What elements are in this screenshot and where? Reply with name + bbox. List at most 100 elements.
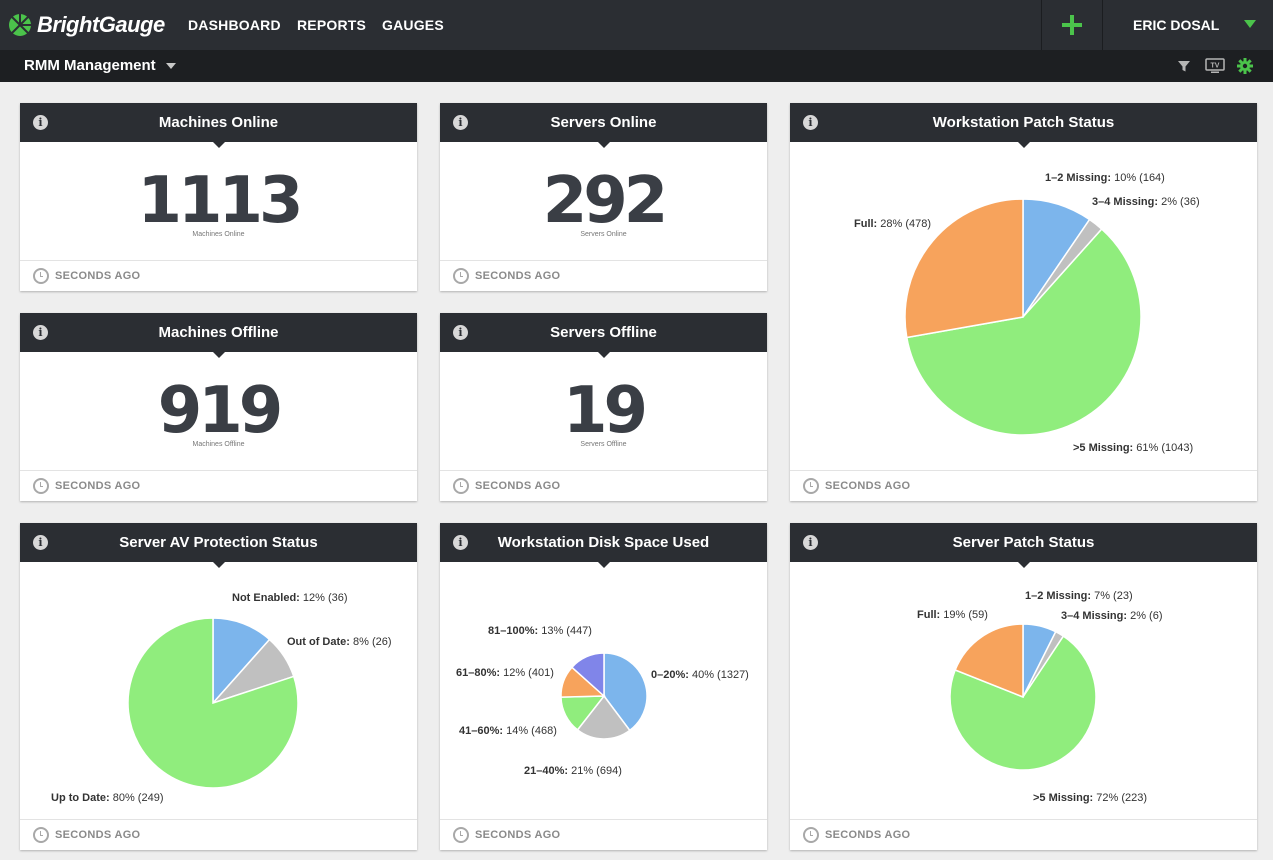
dashboard-selector[interactable]: RMM Management <box>24 57 156 74</box>
pie-label: Full: 28% (478) <box>854 218 931 230</box>
updated-time: SECONDS AGO <box>825 480 911 492</box>
panel-title: Workstation Patch Status <box>932 114 1115 131</box>
info-icon[interactable]: i <box>33 115 48 130</box>
info-icon[interactable]: i <box>803 115 818 130</box>
metric-label: Servers Offline <box>580 441 627 448</box>
pie-slice-full[interactable] <box>954 623 1024 699</box>
pie-slice-full[interactable] <box>904 198 1024 339</box>
pie-label: 3–4 Missing: 2% (36) <box>1092 196 1200 208</box>
panel-header: Workstation Disk Space Used i <box>440 523 767 568</box>
pie-label: Not Enabled: 12% (36) <box>232 592 348 604</box>
pie-label: 81–100%: 13% (447) <box>488 625 592 637</box>
info-icon[interactable]: i <box>33 325 48 340</box>
pie-label: 61–80%: 12% (401) <box>456 667 554 679</box>
pie-chart-disk-space: 0–20%: 40% (1327) 21–40%: 21% (694) 41–60%… <box>456 625 749 777</box>
clock-icon <box>453 268 469 284</box>
pie-slice-up-to-date[interactable] <box>127 617 299 789</box>
updated-time: SECONDS AGO <box>55 270 141 282</box>
pie-label: Out of Date: 8% (26) <box>287 636 392 648</box>
add-button[interactable] <box>1042 0 1102 50</box>
updated-time: SECONDS AGO <box>475 270 561 282</box>
panel-footer: SECONDS AGO <box>440 260 767 291</box>
pie-label: 41–60%: 14% (468) <box>459 725 557 737</box>
filter-icon[interactable] <box>1174 56 1194 76</box>
logo-icon <box>9 14 31 36</box>
panel-footer: SECONDS AGO <box>20 260 417 291</box>
gauge-server-av-protection: Server AV Protection Status i Not Enable… <box>20 523 417 850</box>
pie-label: 0–20%: 40% (1327) <box>651 669 749 681</box>
panel-title: Servers Offline <box>550 324 657 341</box>
panel-footer: SECONDS AGO <box>440 470 767 501</box>
panel-header: Machines Online i <box>20 103 417 148</box>
metric-label: Machines Online <box>192 231 245 238</box>
brightgauge-logo[interactable]: BrightGauge <box>8 10 165 40</box>
caret-down-icon[interactable] <box>166 63 176 69</box>
metric-value: 919 <box>157 374 284 448</box>
pie-chart-server-patch: 1–2 Missing: 7% (23) 3–4 Missing: 2% (6) >… <box>917 590 1163 804</box>
nav-dashboard[interactable]: DASHBOARD <box>188 17 281 33</box>
metric-label: Servers Online <box>580 231 627 238</box>
info-icon[interactable]: i <box>453 325 468 340</box>
panel-header: Servers Online i <box>440 103 767 148</box>
info-icon[interactable]: i <box>803 535 818 550</box>
panel-footer: SECONDS AGO <box>20 819 417 850</box>
pie-label: 21–40%: 21% (694) <box>524 765 622 777</box>
pie-slice--5-missing[interactable] <box>905 228 1142 436</box>
panel-title: Servers Online <box>550 114 657 131</box>
divider <box>1102 0 1103 50</box>
tv-icon[interactable]: TV <box>1205 56 1225 76</box>
gauge-server-patch-status: Server Patch Status i 1–2 Missing: 7% (2… <box>790 523 1257 850</box>
pie-slice-0-20-[interactable] <box>603 652 648 732</box>
top-bar: BrightGauge DASHBOARD REPORTS GAUGES ERI… <box>0 0 1273 50</box>
gauge-machines-online: Machines Online i 1113 Machines Online S… <box>20 103 417 291</box>
pie-label: >5 Missing: 72% (223) <box>1033 792 1147 804</box>
nav-gauges[interactable]: GAUGES <box>382 17 444 33</box>
updated-time: SECONDS AGO <box>475 829 561 841</box>
nav-reports[interactable]: REPORTS <box>297 17 367 33</box>
pie-slice-not-enabled[interactable] <box>212 617 271 705</box>
panel-footer: SECONDS AGO <box>790 470 1257 501</box>
clock-icon <box>803 478 819 494</box>
info-icon[interactable]: i <box>453 115 468 130</box>
updated-time: SECONDS AGO <box>475 480 561 492</box>
logo-text: BrightGauge <box>37 12 165 37</box>
panel-title: Machines Offline <box>158 324 279 341</box>
clock-icon <box>453 827 469 843</box>
divider <box>1041 0 1042 50</box>
updated-time: SECONDS AGO <box>55 829 141 841</box>
panel-header: Servers Offline i <box>440 313 767 358</box>
info-icon[interactable]: i <box>453 535 468 550</box>
panel-title: Server Patch Status <box>952 534 1095 551</box>
metric-value: 1113 <box>137 164 303 238</box>
clock-icon <box>453 478 469 494</box>
pie-label: 3–4 Missing: 2% (6) <box>1061 610 1163 622</box>
gear-icon[interactable] <box>1235 56 1255 76</box>
clock-icon <box>33 268 49 284</box>
panel-title: Machines Online <box>158 114 279 131</box>
panel-footer: SECONDS AGO <box>440 819 767 850</box>
info-icon[interactable]: i <box>33 535 48 550</box>
pie-label: Full: 19% (59) <box>917 609 988 621</box>
pie-label: 1–2 Missing: 7% (23) <box>1025 590 1133 602</box>
chevron-down-icon[interactable] <box>1244 20 1256 28</box>
panel-header: Workstation Patch Status i <box>790 103 1257 148</box>
clock-icon <box>33 827 49 843</box>
plus-icon <box>1062 15 1082 35</box>
updated-time: SECONDS AGO <box>825 829 911 841</box>
pie-chart-workstation-patch: 1–2 Missing: 10% (164) 3–4 Missing: 2% (3… <box>854 172 1200 454</box>
user-menu[interactable]: ERIC DOSAL <box>1133 17 1220 33</box>
pie-slice-81-100-[interactable] <box>570 652 605 698</box>
pie-slice--5-missing[interactable] <box>949 635 1097 771</box>
panel-title: Server AV Protection Status <box>119 534 318 551</box>
pie-label: >5 Missing: 61% (1043) <box>1073 442 1193 454</box>
metric-value: 292 <box>542 164 669 238</box>
panel-header: Server AV Protection Status i <box>20 523 417 568</box>
pie-chart-server-av: Not Enabled: 12% (36) Out of Date: 8% (26… <box>51 592 392 804</box>
gauge-workstation-patch-status: Workstation Patch Status i 1–2 Missing: … <box>790 103 1257 501</box>
metric-label: Machines Offline <box>192 441 245 448</box>
metric-value: 19 <box>562 374 648 448</box>
clock-icon <box>803 827 819 843</box>
dashboard-bar: RMM Management TV <box>0 50 1273 82</box>
panel-footer: SECONDS AGO <box>20 470 417 501</box>
pie-slice-21-40-[interactable] <box>576 694 631 740</box>
